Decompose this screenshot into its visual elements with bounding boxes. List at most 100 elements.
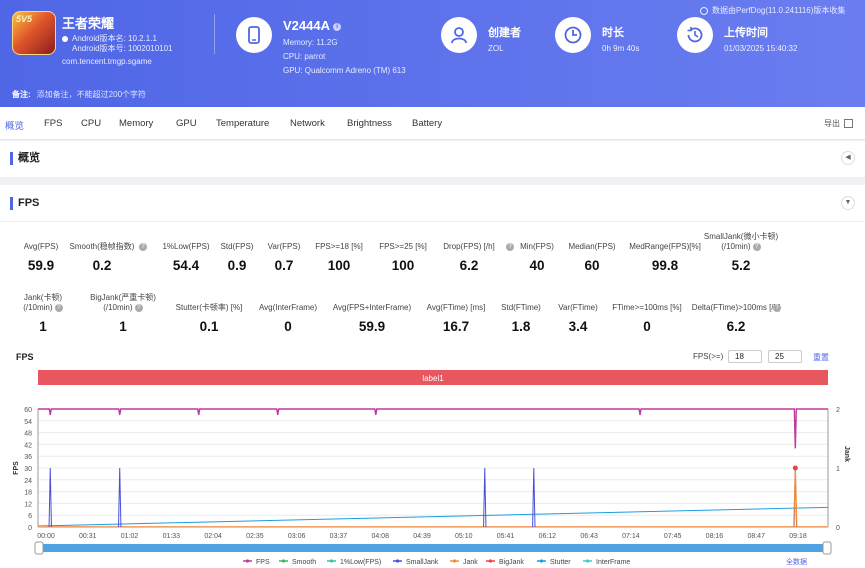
metric-label: Std(FTime): [501, 303, 541, 312]
metric-metrics_row1-10: MedRange(FPS)[%] 99.8: [620, 242, 710, 273]
x-tick-label: 00:00: [37, 533, 55, 540]
package-name: com.tencent.tmgp.sgame: [62, 57, 152, 66]
zoom-handle-left: [34, 541, 44, 555]
tab-temperature[interactable]: Temperature: [216, 118, 270, 129]
fps-chart[interactable]: FPSlabel106121824303642485460012FPSJank0…: [0, 348, 865, 568]
x-tick-label: 02:35: [246, 533, 264, 540]
metric-metrics_row1-4: Var(FPS) 0.7: [239, 242, 329, 273]
y-tick-label: 48: [24, 431, 32, 438]
fps-filter-label: FPS(>=): [693, 352, 724, 361]
collapse-left-icon[interactable]: ◀: [841, 151, 855, 165]
label-bar-text: label1: [422, 374, 444, 383]
metric-value: 54.4: [172, 258, 200, 273]
legend-label: SmallJank: [406, 559, 439, 566]
legend-label: InterFrame: [596, 559, 630, 566]
metric-metrics_row1-6: FPS>=25 [%] 100: [358, 242, 448, 273]
metric-label: Delta(FTime)>100ms [/h]: [691, 303, 781, 312]
reset-button[interactable]: 重置: [813, 353, 829, 362]
metric-value: 6.2: [459, 258, 479, 273]
metric-label: Min(FPS): [520, 242, 554, 251]
tab-fps[interactable]: FPS: [44, 118, 63, 129]
metric-value: 16.7: [442, 319, 470, 334]
x-tick-label: 07:14: [622, 533, 640, 540]
export-button[interactable]: 导出: [824, 118, 853, 129]
remark-placeholder[interactable]: 添加备注，不能超过200个字符: [36, 90, 147, 99]
x-tick-label: 03:37: [330, 533, 348, 540]
bigjank-marker: [792, 465, 798, 471]
metric-value: 0: [284, 319, 292, 334]
metric-label: 1%Low(FPS): [162, 242, 210, 251]
legend-label: FPS: [256, 559, 270, 566]
legend-dot: [329, 559, 334, 563]
metric-metrics_row2-9: Delta(FTime)>100ms [/h]? 6.2: [691, 303, 781, 334]
app-name: 王者荣耀: [62, 16, 115, 31]
creator-value: ZOL: [488, 44, 504, 53]
zoom-all-label: 全数据: [786, 557, 807, 566]
y2-axis-label: Jank: [843, 446, 850, 462]
y-tick-label: 12: [24, 501, 32, 508]
x-tick-label: 04:08: [371, 533, 389, 540]
device-name: V2444A i: [283, 18, 342, 33]
tab-network[interactable]: Network: [290, 118, 325, 129]
remark-field[interactable]: 备注: 添加备注，不能超过200个字符: [12, 90, 147, 99]
legend-dot: [452, 559, 457, 563]
help-icon[interactable]: ?: [139, 243, 147, 251]
legend-dot: [539, 559, 544, 563]
metric-sublabel: (/10min) ?: [696, 242, 786, 252]
legend-label: Stutter: [550, 559, 571, 566]
device-gpu: GPU: Qualcomm Adreno (TM) 613: [283, 66, 406, 75]
info-icon[interactable]: i: [333, 22, 342, 31]
metric-label: Smooth(稳帧指数): [69, 242, 135, 251]
fps-threshold-1[interactable]: 18: [728, 350, 762, 363]
metric-label: Var(FTime): [558, 303, 598, 312]
metric-value: 100: [391, 258, 415, 273]
tab-cpu[interactable]: CPU: [81, 118, 102, 129]
fps-threshold-2[interactable]: 25: [768, 350, 802, 363]
y-tick-label: 42: [24, 442, 32, 449]
x-tick-label: 00:31: [79, 533, 97, 540]
metric-label: Var(FPS): [267, 242, 301, 251]
duration-value: 0h 9m 40s: [602, 44, 640, 53]
android-icon: [62, 35, 68, 42]
x-tick-label: 06:12: [539, 533, 557, 540]
zoom-handle-right: [822, 541, 832, 555]
creator-title: 创建者: [488, 27, 521, 39]
help-icon[interactable]: ?: [752, 242, 761, 251]
x-tick-label: 08:47: [747, 533, 765, 540]
metric-value: 3.4: [568, 319, 588, 334]
metric-label: SmallJank(微小卡顿): [703, 232, 779, 241]
metric-value: 5.2: [731, 258, 751, 273]
help-icon[interactable]: ?: [134, 303, 143, 312]
tab-gpu[interactable]: GPU: [176, 118, 197, 129]
legend-dot: [488, 559, 493, 563]
phone-icon: [236, 17, 272, 53]
jank-spike: [793, 467, 798, 528]
metric-metrics_row2-2: Stutter(卡顿率) [%] 0.1: [164, 303, 254, 334]
series-stutter: [37, 506, 829, 527]
info-circle-icon: [700, 6, 708, 15]
metric-value: 0: [643, 319, 651, 334]
metric-value: 99.8: [651, 258, 679, 273]
tab-overview[interactable]: 概览: [5, 121, 25, 132]
help-icon[interactable]: ?: [773, 304, 781, 312]
metric-value: 0.1: [199, 319, 219, 334]
tab-brightness[interactable]: Brightness: [347, 118, 392, 129]
tab-bar: 概览 FPS CPU Memory GPU Temperature Networ…: [0, 107, 865, 140]
header-divider: [214, 14, 215, 54]
collapse-down-icon[interactable]: ▼: [841, 196, 855, 210]
metric-label: Median(FPS): [568, 242, 616, 251]
metric-sublabel: (/10min) ?: [0, 303, 88, 313]
fps-section-title: FPS: [10, 197, 39, 210]
metric-metrics_row1-7: Drop(FPS) [/h]? 6.2: [424, 242, 514, 273]
legend-dot: [395, 559, 400, 563]
x-tick-label: 02:04: [204, 533, 222, 540]
tab-battery[interactable]: Battery: [412, 118, 443, 129]
smalljank-spike: [48, 467, 52, 528]
help-icon[interactable]: ?: [506, 243, 514, 251]
tab-memory[interactable]: Memory: [119, 118, 154, 129]
metric-metrics_row2-4: Avg(FPS+InterFrame) 59.9: [327, 303, 417, 334]
metric-metrics_row2-7: Var(FTime) 3.4: [533, 303, 623, 334]
legend-dot: [281, 559, 286, 563]
help-icon[interactable]: ?: [54, 303, 63, 312]
x-tick-label: 01:02: [121, 533, 139, 540]
